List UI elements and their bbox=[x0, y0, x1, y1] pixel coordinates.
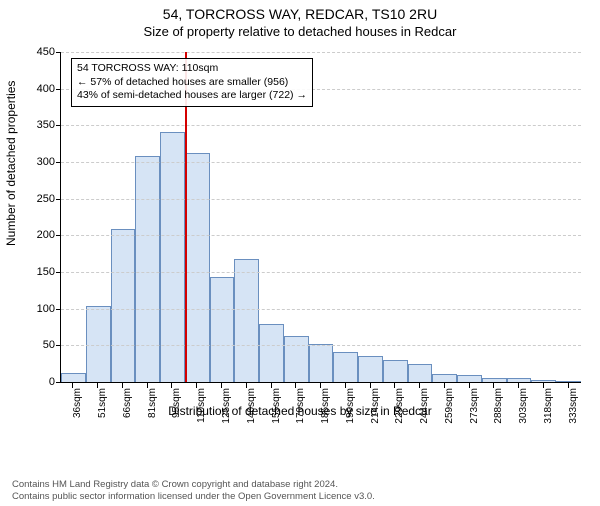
y-tick-mark bbox=[56, 272, 61, 273]
bar bbox=[358, 356, 383, 382]
bar bbox=[259, 324, 284, 382]
bar bbox=[210, 277, 235, 382]
bar bbox=[432, 374, 457, 382]
bar bbox=[333, 352, 358, 382]
bar bbox=[234, 259, 259, 382]
annotation-box: 54 TORCROSS WAY: 110sqm ← 57% of detache… bbox=[71, 58, 313, 107]
bar bbox=[86, 306, 111, 382]
bar bbox=[556, 381, 581, 382]
footer-line-2: Contains public sector information licen… bbox=[12, 491, 375, 502]
bar bbox=[61, 373, 86, 382]
annotation-line-1: 54 TORCROSS WAY: 110sqm bbox=[77, 62, 307, 76]
y-tick-mark bbox=[56, 89, 61, 90]
bar bbox=[507, 378, 532, 382]
bar bbox=[457, 375, 482, 382]
annotation-line-2: ← 57% of detached houses are smaller (95… bbox=[77, 76, 307, 90]
bar bbox=[185, 153, 210, 382]
y-tick-mark bbox=[56, 52, 61, 53]
grid-line bbox=[61, 199, 581, 200]
grid-line bbox=[61, 162, 581, 163]
y-tick-mark bbox=[56, 125, 61, 126]
chart-title-sub: Size of property relative to detached ho… bbox=[0, 24, 600, 39]
footer-attribution: Contains HM Land Registry data © Crown c… bbox=[12, 479, 375, 502]
bar bbox=[135, 156, 160, 382]
chart-title-main: 54, TORCROSS WAY, REDCAR, TS10 2RU bbox=[0, 6, 600, 22]
bar bbox=[111, 229, 136, 382]
y-tick-mark bbox=[56, 382, 61, 383]
bar bbox=[383, 360, 408, 382]
grid-line bbox=[61, 272, 581, 273]
y-axis-label: Number of detached properties bbox=[4, 81, 18, 246]
bar bbox=[531, 380, 556, 382]
y-tick-mark bbox=[56, 235, 61, 236]
bar bbox=[284, 336, 309, 382]
grid-line bbox=[61, 345, 581, 346]
bar bbox=[408, 364, 433, 382]
grid-line bbox=[61, 125, 581, 126]
footer-line-1: Contains HM Land Registry data © Crown c… bbox=[12, 479, 375, 490]
y-tick-mark bbox=[56, 309, 61, 310]
bar bbox=[482, 378, 507, 382]
grid-line bbox=[61, 309, 581, 310]
chart-container: Number of detached properties 0501001502… bbox=[0, 46, 600, 446]
plot-area: 050100150200250300350400450 54 TORCROSS … bbox=[60, 52, 581, 383]
grid-line bbox=[61, 235, 581, 236]
annotation-line-3: 43% of semi-detached houses are larger (… bbox=[77, 89, 307, 103]
bar bbox=[309, 344, 334, 382]
y-tick-mark bbox=[56, 345, 61, 346]
x-axis-label: Distribution of detached houses by size … bbox=[0, 404, 600, 418]
y-tick-mark bbox=[56, 199, 61, 200]
grid-line bbox=[61, 52, 581, 53]
y-tick-mark bbox=[56, 162, 61, 163]
